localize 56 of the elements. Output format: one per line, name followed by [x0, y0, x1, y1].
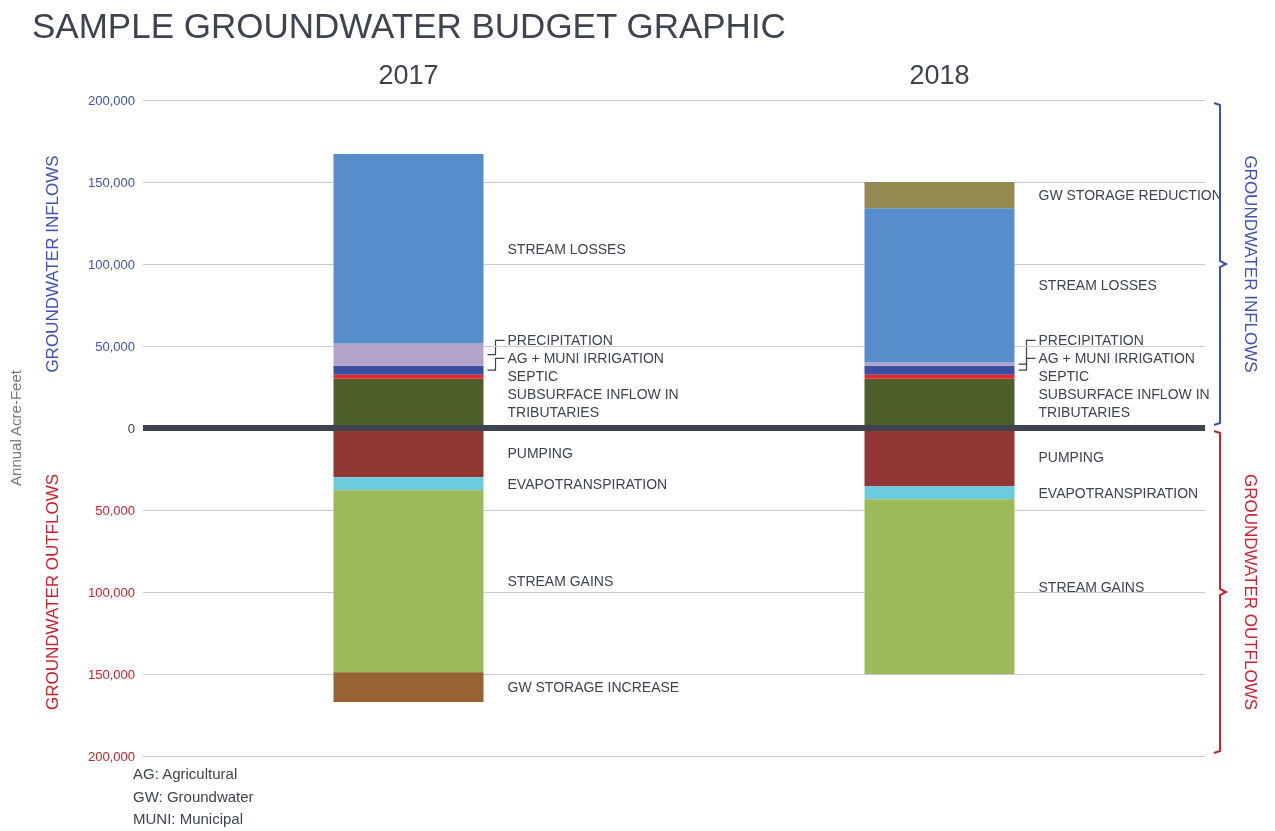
bar	[333, 374, 484, 379]
y-tick-label: 200,000	[88, 92, 135, 108]
y-axis-title: Annual Acre-Feet	[7, 369, 24, 486]
text: MUNI: Municipal	[133, 810, 244, 827]
text: GROUNDWATER OUTFLOWS	[42, 473, 62, 711]
text: AG: Agricultural	[133, 765, 238, 782]
text: STREAM GAINS	[1038, 578, 1145, 595]
text: PUMPING	[1038, 449, 1104, 466]
bar	[864, 378, 1015, 428]
series-label: EVAPOTRANSPIRATION	[507, 475, 668, 492]
series-label: SEPTIC	[507, 368, 559, 385]
series-label: AG + MUNI IRRIGATION	[507, 350, 664, 367]
bar	[864, 428, 1015, 487]
bar	[333, 490, 484, 673]
series-label: PUMPING	[507, 444, 573, 461]
series-label: GW STORAGE REDUCTION	[1038, 187, 1222, 204]
text: GROUNDWATER INFLOWS	[1240, 155, 1260, 373]
y-tick-label: 50,000	[95, 502, 135, 518]
y-tick-label: 100,000	[88, 256, 135, 272]
series-label: PRECIPITATION	[507, 332, 613, 349]
bar	[333, 343, 484, 366]
bar	[333, 428, 484, 478]
text: GROUNDWATER OUTFLOWS	[1240, 473, 1260, 711]
y-tick-label: 150,000	[88, 174, 135, 190]
bar	[333, 378, 484, 428]
series-label: STREAM GAINS	[507, 573, 614, 590]
text: SUBSURFACE INFLOW IN TRIBUTARIES	[1038, 386, 1210, 421]
bar	[864, 182, 1015, 209]
chart-title: SAMPLE GROUNDWATER BUDGET GRAPHIC	[32, 6, 786, 45]
bar	[333, 154, 484, 344]
y-tick-label: 100,000	[88, 584, 135, 600]
bar	[864, 365, 1015, 375]
x-tick-label: 2017	[378, 59, 439, 90]
y-tick-label: 150,000	[88, 666, 135, 682]
bar	[864, 362, 1015, 366]
series-label: SUBSURFACE INFLOW IN TRIBUTARIES	[507, 386, 683, 421]
y-tick-label: 0	[127, 420, 135, 436]
text: PRECIPITATION	[1038, 332, 1144, 349]
bar	[333, 672, 484, 702]
bar	[864, 499, 1015, 674]
bar	[864, 208, 1015, 363]
text: STREAM LOSSES	[1038, 277, 1157, 294]
bar	[864, 486, 1015, 500]
bar	[333, 365, 484, 375]
series-label: GW STORAGE INCREASE	[507, 679, 680, 696]
text: AG + MUNI IRRIGATION	[1038, 350, 1195, 367]
text: EVAPOTRANSPIRATION	[1038, 484, 1199, 501]
x-tick-label: 2018	[909, 59, 970, 90]
text: SEPTIC	[1038, 368, 1090, 385]
text: GROUNDWATER INFLOWS	[42, 155, 62, 373]
text: GW: Groundwater	[133, 787, 254, 805]
y-tick-label: 200,000	[88, 748, 135, 764]
y-tick-label: 50,000	[95, 338, 135, 354]
bar	[864, 374, 1015, 379]
bar	[333, 477, 484, 491]
series-label: STREAM LOSSES	[507, 240, 626, 257]
